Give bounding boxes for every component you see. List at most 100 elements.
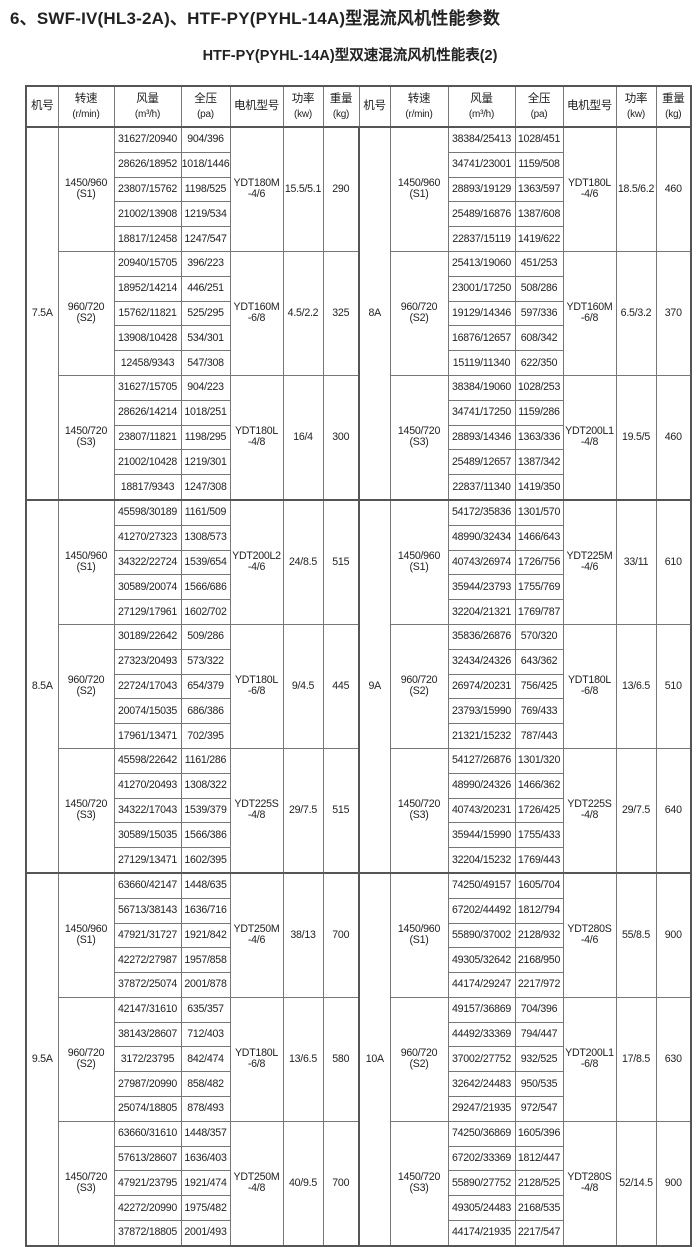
pressure-cell: 1161/509	[180, 498, 231, 526]
header-motor: 电机型号	[562, 85, 617, 128]
pressure-cell: 1247/547	[180, 226, 231, 252]
speed-cell: 960/720 (S2)	[389, 623, 449, 749]
power-cell: 19.5/5	[615, 374, 657, 501]
header-unit: (pa)	[530, 108, 548, 120]
airflow-cell: 49305/24483	[447, 1195, 516, 1222]
airflow-cell: 41270/27323	[113, 524, 182, 551]
header-unit: (m³/h)	[134, 108, 161, 120]
table-row: 30589/20074 1566/686 35944/23793 1755/769	[26, 574, 691, 601]
pressure-cell: 1636/403	[180, 1145, 231, 1172]
airflow-cell: 37872/25074	[113, 972, 182, 998]
pressure-cell: 1755/433	[514, 822, 564, 849]
header-airflow: 风量 (m³/h)	[113, 85, 182, 128]
pressure-cell: 1466/643	[514, 524, 564, 551]
motor-model-cell: YDT280S -4/6	[562, 871, 617, 998]
airflow-cell: 38143/28607	[113, 1021, 182, 1048]
table-row: 17961/13471 702/395 21321/15232 787/443	[26, 723, 691, 749]
airflow-cell: 48990/32434	[447, 524, 516, 551]
pressure-cell: 712/403	[180, 1021, 231, 1048]
speed-cell: 1450/960 (S1)	[389, 498, 449, 625]
header-label: 功率	[291, 92, 315, 105]
motor-model-cell: YDT200L2 -4/6	[229, 498, 284, 625]
weight-cell: 515	[322, 498, 360, 625]
pressure-cell: 1957/858	[180, 947, 231, 974]
table-row: 960/720 (S2) 42147/31610 635/357 YDT180L -6…	[26, 996, 692, 1122]
speed-cell: 1450/720 (S3)	[389, 1120, 449, 1247]
airflow-cell: 57613/28607	[113, 1145, 182, 1172]
pressure-cell: 643/362	[514, 648, 564, 675]
airflow-cell: 21321/15232	[447, 723, 516, 749]
pressure-cell: 686/386	[180, 698, 231, 725]
header-label: 电机型号	[234, 100, 279, 112]
pressure-cell: 1028/451	[514, 125, 564, 153]
airflow-cell: 25074/18805	[113, 1096, 182, 1122]
power-cell: 55/8.5	[615, 871, 657, 998]
header-motor: 电机型号	[229, 85, 284, 128]
airflow-cell: 30589/20074	[113, 574, 182, 601]
power-cell: 13/6.5	[282, 996, 324, 1122]
pressure-cell: 756/425	[514, 673, 564, 700]
airflow-cell: 37002/27752	[447, 1046, 516, 1073]
weight-cell: 515	[322, 747, 360, 874]
header-label: 风量	[470, 92, 493, 105]
power-cell: 15.5/5.1	[282, 125, 324, 252]
table-row: 27129/13471 1602/395 32204/15232 1769/443	[26, 847, 691, 874]
table-row: 34322/22724 1539/654 40743/26974 1726/756	[26, 549, 691, 576]
airflow-cell: 18817/12458	[113, 226, 182, 252]
power-cell: 24/8.5	[282, 498, 324, 625]
power-cell: 16/4	[282, 374, 324, 501]
weight-cell: 900	[655, 871, 692, 998]
pressure-cell: 1363/336	[514, 424, 564, 451]
airflow-cell: 30189/22642	[113, 623, 182, 650]
airflow-cell: 25413/19060	[447, 250, 516, 277]
airflow-cell: 28893/19129	[447, 176, 516, 203]
airflow-cell: 47921/23795	[113, 1170, 182, 1197]
airflow-cell: 25489/16876	[447, 201, 516, 228]
airflow-cell: 54172/35836	[447, 498, 516, 526]
pressure-cell: 1602/395	[180, 847, 231, 874]
airflow-cell: 23793/15990	[447, 698, 516, 725]
airflow-cell: 35944/23793	[447, 574, 516, 601]
table-row: 27129/17961 1602/702 32204/21321 1769/787	[26, 599, 691, 625]
airflow-cell: 31627/15705	[113, 374, 182, 401]
airflow-cell: 32204/21321	[447, 599, 516, 625]
weight-cell: 325	[322, 250, 360, 376]
weight-cell: 445	[322, 623, 360, 749]
airflow-cell: 34322/17043	[113, 797, 182, 824]
pressure-cell: 2168/535	[514, 1195, 564, 1222]
pressure-cell: 573/322	[180, 648, 231, 675]
table-row: 30589/15035 1566/386 35944/15990 1755/433	[26, 822, 691, 849]
airflow-cell: 34741/23001	[447, 151, 516, 178]
header-unit: (kw)	[627, 108, 645, 120]
speed-cell: 960/720 (S2)	[389, 250, 449, 376]
motor-model-cell: YDT200L1 -6/8	[562, 996, 617, 1122]
pressure-cell: 794/447	[514, 1021, 564, 1048]
speed-cell: 960/720 (S2)	[57, 996, 115, 1122]
weight-cell: 510	[655, 623, 692, 749]
pressure-cell: 2128/525	[514, 1170, 564, 1197]
airflow-cell: 20940/15705	[113, 250, 182, 277]
header-label: 机号	[363, 100, 386, 112]
airflow-cell: 17961/13471	[113, 723, 182, 749]
airflow-cell: 26974/20231	[447, 673, 516, 700]
pressure-cell: 508/286	[514, 275, 564, 302]
pressure-cell: 547/308	[180, 350, 231, 376]
machine-number-cell: 9.5A	[25, 871, 59, 1247]
airflow-cell: 67202/44492	[447, 897, 516, 924]
pressure-cell: 509/286	[180, 623, 231, 650]
airflow-cell: 37872/18805	[113, 1220, 182, 1247]
header-weight: 重量 (kg)	[655, 85, 692, 128]
speed-cell: 1450/960 (S1)	[57, 125, 115, 252]
table-row: 34322/17043 1539/379 40743/20231 1726/425	[26, 797, 691, 824]
airflow-cell: 45598/30189	[113, 498, 182, 526]
header-label: 机号	[31, 100, 54, 112]
pressure-cell: 1301/320	[514, 747, 564, 774]
airflow-cell: 47921/31727	[113, 922, 182, 949]
header-label: 功率	[624, 92, 648, 105]
power-cell: 52/14.5	[615, 1120, 657, 1247]
pressure-cell: 858/482	[180, 1071, 231, 1098]
airflow-cell: 44492/33369	[447, 1021, 516, 1048]
airflow-cell: 22837/15119	[447, 226, 516, 252]
table-row: 7.5A 1450/960 (S1) 31627/20940 904/396 YDT18…	[25, 125, 692, 501]
pressure-cell: 769/433	[514, 698, 564, 725]
